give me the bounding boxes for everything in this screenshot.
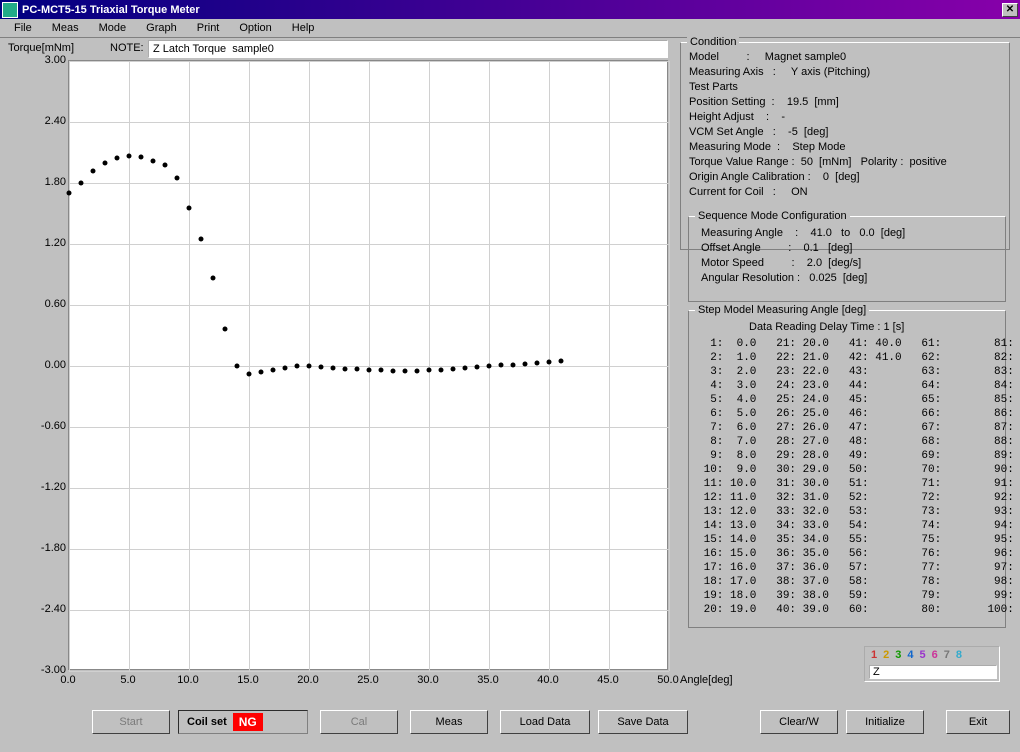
xtick: 45.0	[593, 674, 623, 686]
close-icon[interactable]: ✕	[1002, 3, 1018, 17]
step-title: Step Model Measuring Angle [deg]	[695, 304, 869, 316]
sequence-line: Measuring Angle : 41.0 to 0.0 [deg]	[701, 227, 905, 239]
channel-digit: 4	[907, 649, 919, 661]
condition-line: Current for Coil : ON	[689, 186, 808, 198]
ytick: 1.20	[28, 237, 66, 249]
clear-button[interactable]: Clear/W	[760, 710, 838, 734]
app-icon	[2, 2, 18, 18]
step-group: Step Model Measuring Angle [deg] Data Re…	[688, 310, 1006, 628]
step-header: Data Reading Delay Time : 1 [s]	[749, 321, 904, 333]
ytick: 0.60	[28, 298, 66, 310]
condition-line: Model : Magnet sample0	[689, 51, 846, 63]
initialize-button[interactable]: Initialize	[846, 710, 924, 734]
channel-digit: 5	[920, 649, 932, 661]
channel-digit: 3	[895, 649, 907, 661]
condition-line: Origin Angle Calibration : 0 [deg]	[689, 171, 860, 183]
menubar: File Meas Mode Graph Print Option Help	[0, 19, 1020, 38]
sequence-line: Angular Resolution : 0.025 [deg]	[701, 272, 867, 284]
menu-help[interactable]: Help	[282, 21, 325, 35]
titlebar: PC-MCT5-15 Triaxial Torque Meter ✕	[0, 0, 1020, 19]
chart-area	[68, 60, 668, 670]
menu-graph[interactable]: Graph	[136, 21, 187, 35]
ytick: 2.40	[28, 115, 66, 127]
load-data-button[interactable]: Load Data	[500, 710, 590, 734]
xtick: 10.0	[173, 674, 203, 686]
condition-line: Height Adjust : -	[689, 111, 785, 123]
xtick: 35.0	[473, 674, 503, 686]
sequence-line: Offset Angle : 0.1 [deg]	[701, 242, 852, 254]
xtick: 20.0	[293, 674, 323, 686]
ytick: -1.80	[28, 542, 66, 554]
cal-button[interactable]: Cal	[320, 710, 398, 734]
xtick: 5.0	[113, 674, 143, 686]
xtick: 30.0	[413, 674, 443, 686]
channel-digit: 6	[932, 649, 944, 661]
step-table: 1: 0.0 21: 20.0 41: 40.0 61: 81: 2: 1.0 …	[697, 337, 1020, 617]
channel-digits: 12345678	[871, 649, 968, 661]
condition-line: VCM Set Angle : -5 [deg]	[689, 126, 828, 138]
save-data-button[interactable]: Save Data	[598, 710, 688, 734]
xtick: 0.0	[53, 674, 83, 686]
exit-button[interactable]: Exit	[946, 710, 1010, 734]
xtick: 25.0	[353, 674, 383, 686]
condition-line: Position Setting : 19.5 [mm]	[689, 96, 839, 108]
condition-line: Test Parts	[689, 81, 738, 93]
ytick: -1.20	[28, 481, 66, 493]
y-axis-label: Torque[mNm]	[8, 42, 74, 54]
coilset-label: Coil set	[187, 716, 227, 728]
channel-digit: 7	[944, 649, 956, 661]
menu-file[interactable]: File	[4, 21, 42, 35]
condition-title: Condition	[687, 36, 739, 48]
note-label: NOTE:	[110, 42, 144, 54]
sequence-line: Motor Speed : 2.0 [deg/s]	[701, 257, 861, 269]
ytick: 0.00	[28, 359, 66, 371]
ytick: -2.40	[28, 603, 66, 615]
condition-line: Torque Value Range : 50 [mNm] Polarity :…	[689, 156, 947, 168]
x-axis-label: Angle[deg]	[680, 674, 733, 686]
meas-button[interactable]: Meas	[410, 710, 488, 734]
note-input[interactable]	[148, 40, 668, 58]
coilset-status: Coil set NG	[178, 710, 308, 734]
sequence-title: Sequence Mode Configuration	[695, 210, 850, 222]
menu-print[interactable]: Print	[187, 21, 230, 35]
menu-meas[interactable]: Meas	[42, 21, 89, 35]
condition-line: Measuring Axis : Y axis (Pitching)	[689, 66, 870, 78]
xtick: 50.0	[653, 674, 683, 686]
menu-mode[interactable]: Mode	[89, 21, 137, 35]
window-title: PC-MCT5-15 Triaxial Torque Meter	[22, 4, 1002, 16]
channel-digit: 2	[883, 649, 895, 661]
ytick: 1.80	[28, 176, 66, 188]
ytick: -0.60	[28, 420, 66, 432]
ytick: 3.00	[28, 54, 66, 66]
channel-digit: 1	[871, 649, 883, 661]
sequence-group: Sequence Mode Configuration Measuring An…	[688, 216, 1006, 302]
channel-selected: Z	[869, 665, 997, 679]
channel-digit: 8	[956, 649, 968, 661]
client-area: Torque[mNm] NOTE: -3.00-2.40-1.80-1.20-0…	[0, 38, 1020, 751]
xtick: 15.0	[233, 674, 263, 686]
menu-option[interactable]: Option	[229, 21, 281, 35]
coilset-value: NG	[233, 713, 263, 731]
channel-indicator: 12345678 Z	[864, 646, 1000, 682]
start-button[interactable]: Start	[92, 710, 170, 734]
xtick: 40.0	[533, 674, 563, 686]
condition-line: Measuring Mode : Step Mode	[689, 141, 846, 153]
